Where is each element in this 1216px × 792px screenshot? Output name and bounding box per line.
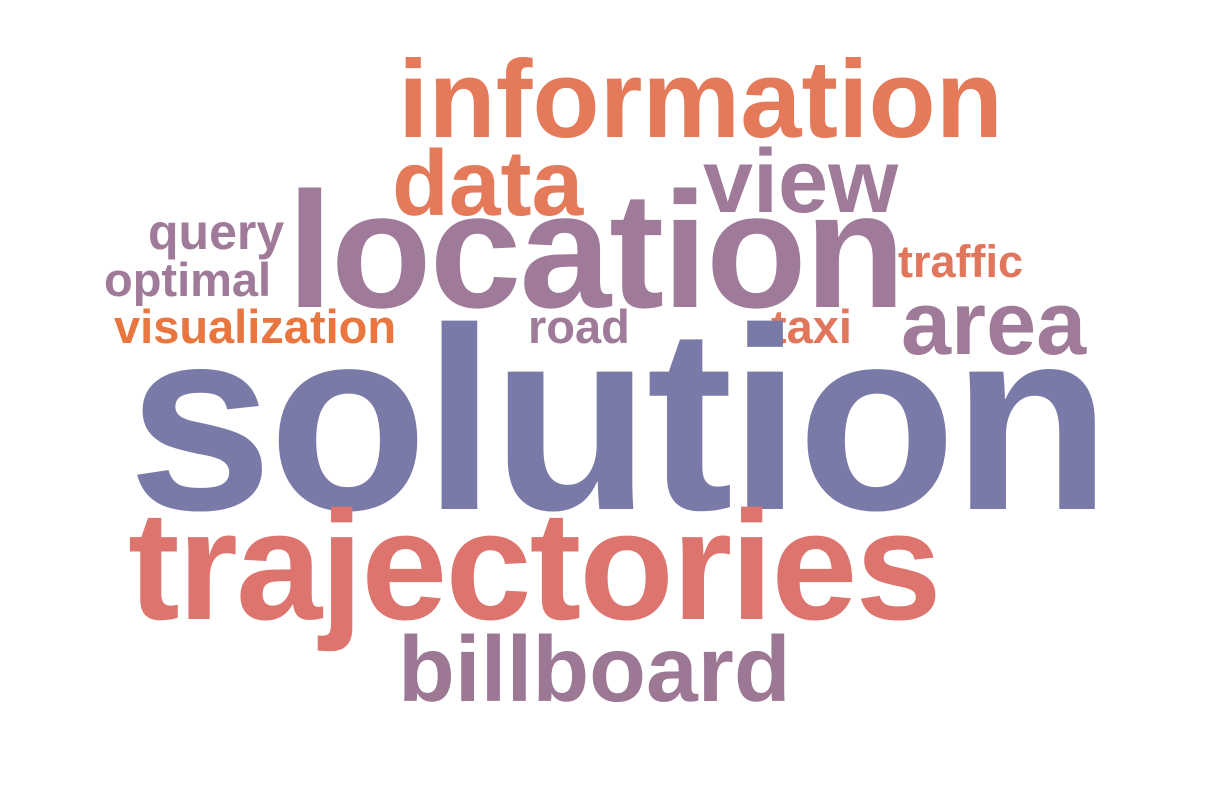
- word-location: location: [287, 158, 906, 342]
- word-traffic: traffic: [898, 236, 1024, 287]
- word-optimal: optimal: [104, 253, 272, 306]
- word-data: data: [392, 131, 584, 235]
- word-billboard: billboard: [398, 617, 791, 721]
- word-view: view: [703, 132, 899, 232]
- word-trajectories: trajectories: [128, 479, 942, 652]
- word-information: information: [398, 38, 1003, 161]
- word-query: query: [148, 204, 285, 260]
- word-taxi: taxi: [771, 300, 852, 353]
- word-visualization: visualization: [114, 300, 397, 353]
- word-solution: solution: [128, 275, 1111, 565]
- word-road: road: [528, 300, 630, 353]
- word-area: area: [901, 274, 1087, 374]
